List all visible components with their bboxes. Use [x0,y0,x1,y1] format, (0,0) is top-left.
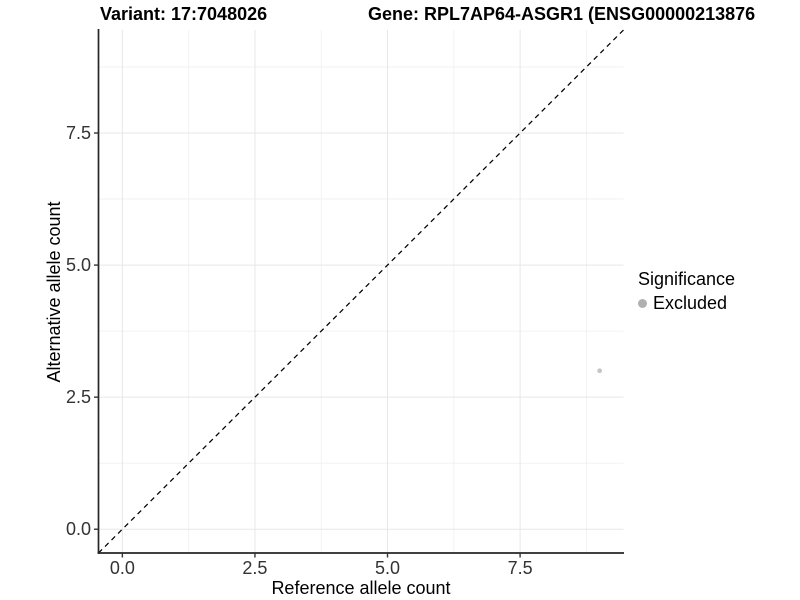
excluded-point-icon [638,298,647,308]
data-point [597,368,603,374]
legend-item-excluded: Excluded [638,292,735,314]
y-axis-label: Alternative allele count [44,201,64,383]
x-tick-label: 0.0 [109,558,135,578]
x-tick-label: 7.5 [507,558,533,578]
gene-title: Gene: RPL7AP64-ASGR1 (ENSG00000213876 [368,4,756,24]
x-axis-label: Reference allele count [271,578,451,598]
y-tick-label: 2.5 [65,387,91,408]
identity-dashed-line [98,29,624,554]
y-tick-label: 5.0 [65,255,91,276]
legend-item-label: Excluded [653,293,728,313]
legend-title: Significance [638,269,736,289]
y-tick-label: 7.5 [65,123,91,143]
x-tick-label: 5.0 [374,558,401,578]
x-tick-label: 2.5 [242,558,268,578]
variant-title: Variant: 17:7048026 [100,4,268,24]
y-tick-label: 0.0 [65,519,91,540]
legend: Significance Excluded [638,268,735,314]
